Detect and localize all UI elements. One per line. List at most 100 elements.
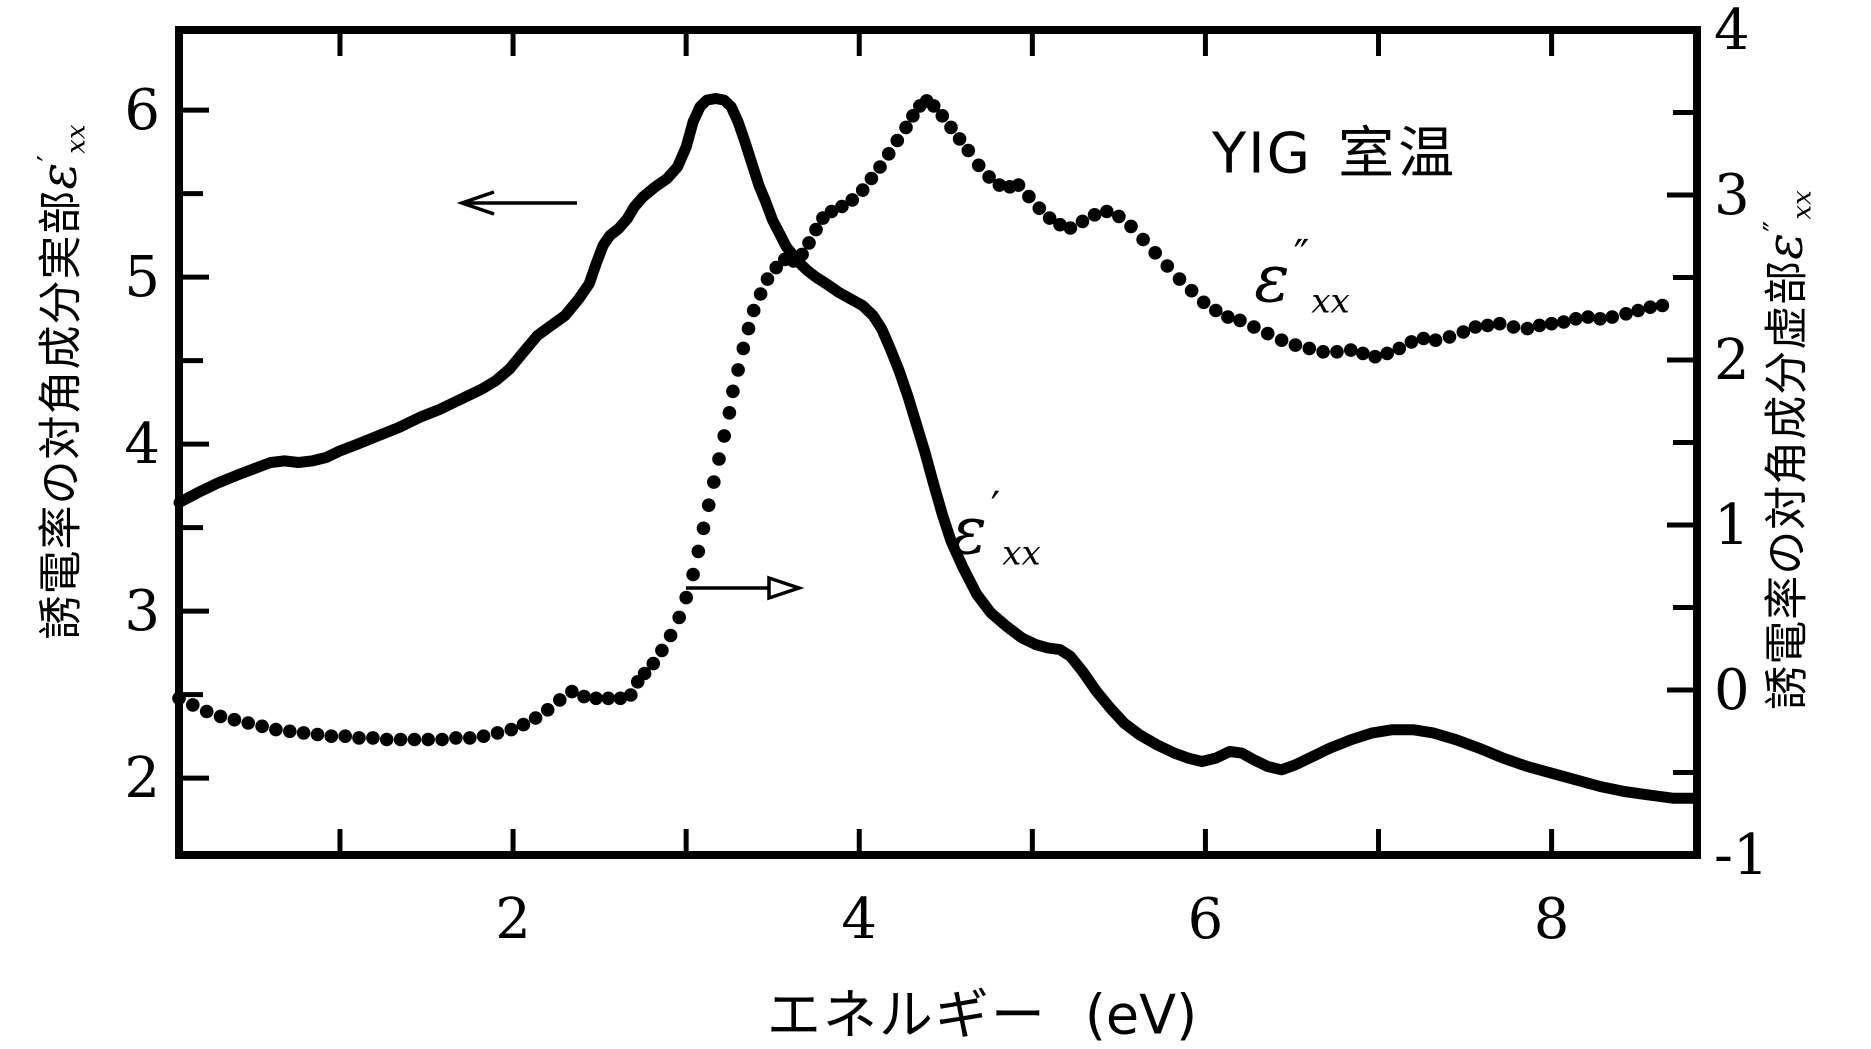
dotted-curve-point: [1136, 232, 1150, 247]
dotted-curve-point: [528, 711, 543, 725]
dotted-curve-point: [296, 726, 311, 740]
dotted-curve-point: [717, 429, 731, 443]
xx-subscript: xx: [1002, 533, 1041, 574]
dotted-curve-point: [1556, 315, 1571, 329]
left-tick-label: 5: [124, 245, 160, 310]
dotted-curve-point: [1233, 313, 1247, 328]
sample-annotation: YIG 室温: [1212, 109, 1458, 190]
right-tick-label: 4: [1714, 0, 1750, 63]
dotted-curve-point: [255, 719, 269, 734]
dotted-curve-point: [1124, 219, 1138, 234]
prime-mark: ′: [31, 153, 67, 162]
dotted-curve-point: [1209, 303, 1223, 318]
dotted-curve-point: [935, 109, 950, 123]
dotted-curve-point: [1368, 349, 1382, 364]
dotted-curve-point: [172, 691, 186, 706]
dotted-curve-point: [944, 120, 958, 135]
dotted-curve-point: [952, 132, 967, 146]
dotted-curve-point: [283, 724, 297, 739]
xx-subscript: xx: [61, 124, 92, 154]
dotted-curve-point: [227, 712, 242, 727]
dotted-curve-point: [1356, 346, 1370, 361]
dotted-curve-point: [338, 729, 353, 743]
dotted-curve-point: [1492, 316, 1507, 331]
dotted-curve-point: [802, 236, 816, 250]
dotted-curve-point: [845, 193, 860, 207]
dotted-curve-point: [1593, 312, 1607, 326]
dotted-curve-point: [553, 693, 567, 707]
dotted-curve-point: [1274, 333, 1289, 348]
dotted-curve-point: [624, 688, 638, 702]
dotted-curve-point: [1053, 217, 1067, 232]
dotted-curve-point: [890, 133, 905, 148]
dotted-curve-point: [835, 199, 849, 214]
dotted-curve-point: [881, 147, 896, 161]
right-tick-label: -1: [1714, 823, 1769, 888]
dotted-curve-point: [1655, 298, 1670, 313]
dotted-curve-point: [1544, 316, 1559, 331]
dotted-curve-point: [577, 689, 591, 704]
dotted-curve-point: [1247, 320, 1261, 334]
epsilon-symbol: ε: [1254, 239, 1290, 317]
x-tick-label: 6: [1188, 887, 1224, 952]
xx-subscript: xx: [1787, 190, 1818, 220]
dotted-curve-point: [379, 732, 394, 747]
prime-mark: ′: [990, 482, 1001, 532]
dotted-curve-point: [1468, 320, 1483, 334]
xx-subscript: xx: [1311, 281, 1350, 322]
x-tick-label: 4: [841, 887, 877, 952]
dotted-curve-point: [741, 321, 756, 336]
dotted-curve-point: [824, 204, 839, 219]
left-tick-label: 3: [124, 579, 160, 644]
dotted-curve-point: [906, 109, 920, 123]
dotted-curve-point: [971, 158, 986, 173]
double-prime-mark: ″: [1757, 219, 1793, 232]
right-tick-label: 2: [1714, 328, 1750, 393]
dotted-curve-point: [753, 287, 768, 301]
sample-name: YIG: [1211, 121, 1313, 187]
dotted-curve-point: [1302, 341, 1317, 356]
dotted-curve-point: [701, 498, 716, 512]
dotted-curve-point: [1221, 310, 1235, 324]
dotted-curve-point: [352, 731, 366, 745]
dotted-curve-point: [589, 691, 603, 706]
dotted-curve-point: [992, 178, 1007, 192]
dotted-curve-point: [476, 729, 491, 743]
dotted-curve-point: [1288, 338, 1303, 352]
dotted-curve-point: [1631, 303, 1645, 318]
plot-frame: [175, 26, 1701, 859]
dotted-curve-point: [1087, 208, 1102, 222]
dotted-curve-point: [463, 731, 477, 745]
dotted-curve-point: [435, 732, 449, 747]
left-axis-title-text: 誘電率の対角成分実部: [35, 189, 87, 640]
dotted-curve-point: [809, 222, 823, 237]
dotted-curve-point: [1532, 318, 1547, 333]
dotted-curve-point: [1344, 343, 1358, 357]
dotted-curve-point: [1112, 209, 1126, 224]
dotted-curve-point: [1416, 331, 1431, 346]
dotted-curve-point: [864, 171, 879, 186]
dotted-curve-point: [1581, 310, 1595, 324]
dotted-curve-point: [1605, 310, 1619, 324]
dotted-curve-point: [926, 99, 941, 113]
dotted-curve-point: [1456, 325, 1471, 339]
dotted-curve-point: [1022, 189, 1036, 204]
dotted-curve-point: [269, 722, 283, 737]
arrow-head: [456, 190, 495, 216]
dotted-curve-point: [663, 628, 678, 643]
left-tick-label: 4: [124, 412, 160, 477]
left-axis-title: 誘電率の対角成分実部ε′xx: [24, 125, 91, 640]
dotted-curve-point: [613, 691, 628, 706]
dotted-curve-point: [1619, 307, 1633, 321]
dotted-curve-point: [540, 703, 555, 717]
sample-condition: 室温: [1338, 121, 1459, 187]
dotted-curve-point: [712, 452, 726, 466]
dotted-curve-point: [1643, 300, 1658, 315]
dotted-curve-point: [686, 567, 700, 582]
dotted-curve-point: [646, 656, 661, 671]
dotted-curve-point: [1506, 320, 1521, 334]
dotted-curve-point: [421, 732, 436, 747]
dotted-curve-point: [490, 726, 505, 740]
right-tick-label: 1: [1714, 493, 1750, 558]
